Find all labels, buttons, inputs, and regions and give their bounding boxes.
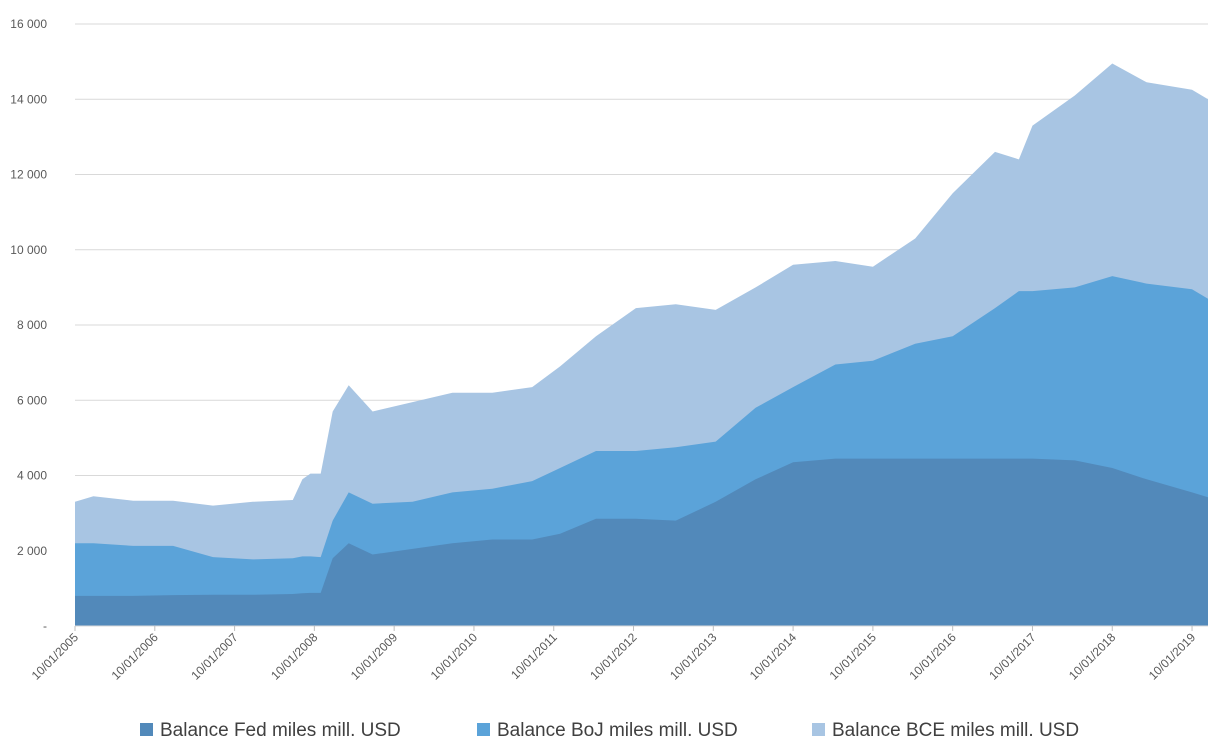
x-tick-label: 10/01/2006 [109,630,162,683]
legend: Balance Fed miles mill. USD Balance BoJ m… [140,720,1079,741]
y-tick-label: 16 000 [10,17,47,31]
x-tick-label: 10/01/2014 [747,630,800,683]
y-tick-label: 6 000 [17,393,47,407]
area-series-1 [75,458,1208,626]
x-tick-label: 10/01/2012 [587,630,640,683]
legend-swatch-1 [140,723,153,736]
x-tick-label: 10/01/2015 [827,630,880,683]
y-tick-label: 14 000 [10,92,47,106]
legend-label-2: Balance BoJ miles mill. USD [497,720,738,741]
x-tick-label: 10/01/2017 [986,630,1039,683]
x-tick-label: 10/01/2008 [268,630,321,683]
legend-swatch-2 [477,723,490,736]
x-tick-label: 10/01/2009 [348,630,401,683]
y-tick-label: - [43,619,47,633]
x-tick-label: 10/01/2018 [1066,630,1119,683]
area-series-layer [75,63,1208,626]
x-tick-label: 10/01/2013 [667,630,720,683]
legend-swatch-3 [812,723,825,736]
y-tick-label: 2 000 [17,544,47,558]
y-tick-label: 8 000 [17,318,47,332]
legend-label-3: Balance BCE miles mill. USD [832,720,1079,741]
y-tick-label: 4 000 [17,469,47,483]
legend-label-1: Balance Fed miles mill. USD [160,720,401,741]
x-tick-label: 10/01/2016 [906,630,959,683]
x-tick-label: 10/01/2005 [29,630,82,683]
x-tick-label: 10/01/2011 [508,630,560,682]
x-tick-label: 10/01/2019 [1146,630,1199,683]
y-tick-label: 12 000 [10,168,47,182]
y-tick-label: 10 000 [10,243,47,257]
x-tick-label: 10/01/2010 [428,630,481,683]
x-tick-label: 10/01/2007 [188,630,241,683]
